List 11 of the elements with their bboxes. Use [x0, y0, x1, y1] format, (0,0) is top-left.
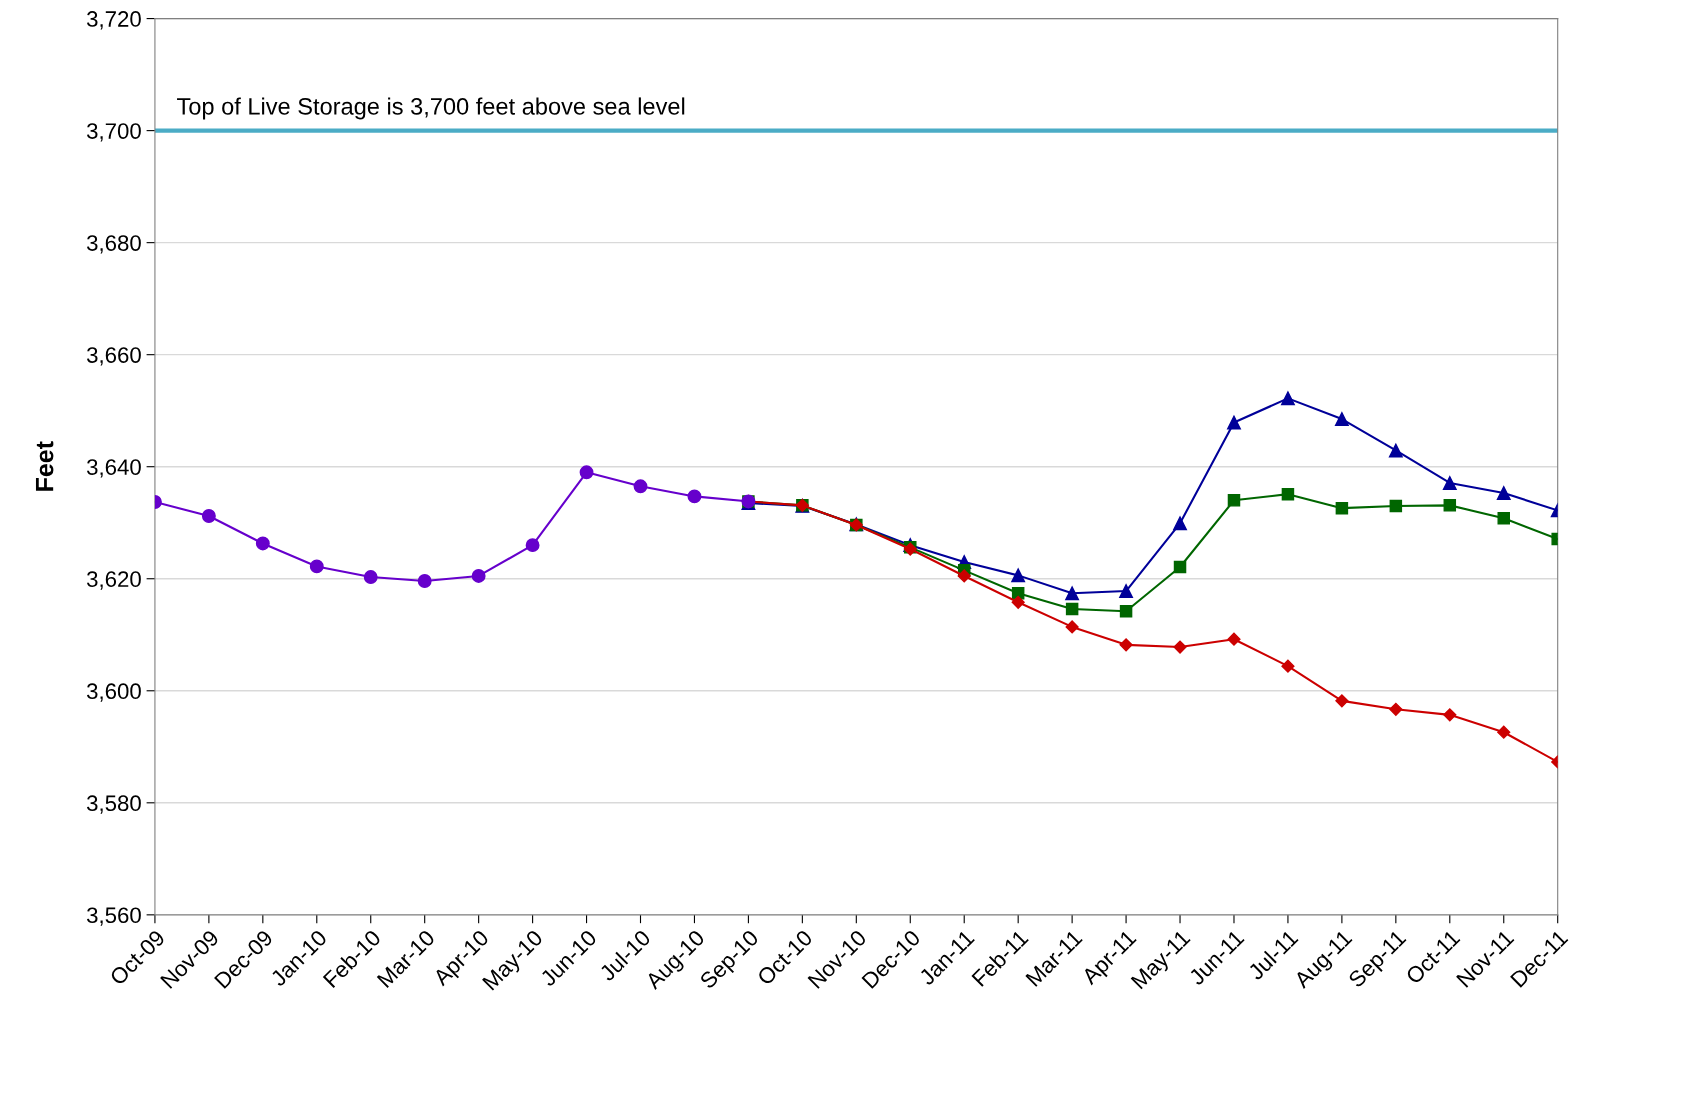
- y-tick-label: 3,600: [86, 683, 141, 702]
- ref-line-label: Top of Live Storage is 3,700 feet above sea level: [177, 97, 685, 120]
- y-tick-label: 3,660: [86, 347, 141, 366]
- y-tick-label: 3,680: [86, 235, 141, 254]
- y-tick-label: 3,560: [86, 907, 141, 926]
- y-tick-label: 3,620: [86, 571, 141, 590]
- y-tick-label: 3,640: [86, 459, 141, 478]
- y-tick-label: 3,580: [86, 795, 141, 814]
- y-tick-label: 3,720: [86, 11, 141, 30]
- y-axis-title: Feet: [35, 441, 54, 491]
- y-tick-label: 3,700: [86, 123, 141, 142]
